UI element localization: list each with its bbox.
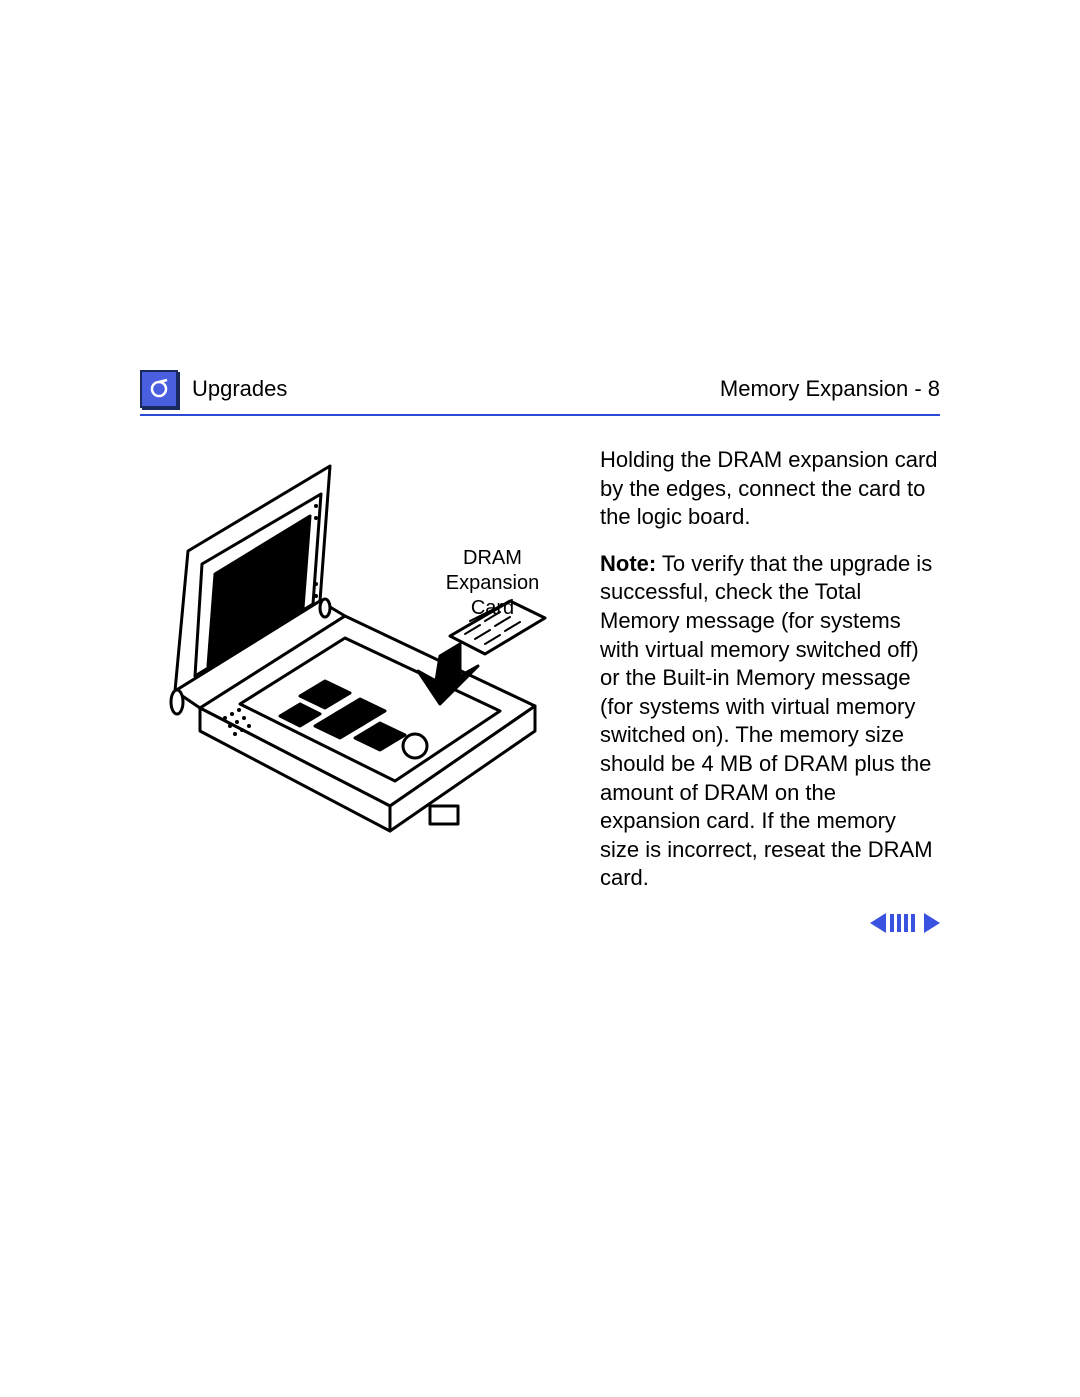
- section-title: Upgrades: [192, 376, 287, 402]
- paragraph-1: Holding the DRAM expansion card by the e…: [600, 446, 940, 532]
- note-text: To verify that the upgrade is successful…: [600, 551, 933, 891]
- nav-arrows-icon: [870, 911, 940, 935]
- laptop-diagram: [140, 446, 560, 866]
- label-line-3: Card: [471, 597, 514, 619]
- text-column: Holding the DRAM expansion card by the e…: [600, 446, 940, 935]
- section-icon: [140, 370, 178, 408]
- diagram-column: DRAM Expansion Card: [140, 446, 600, 871]
- page-title: Memory Expansion - 8: [720, 376, 940, 402]
- note-label: Note:: [600, 551, 656, 576]
- paragraph-note: Note: To verify that the upgrade is succ…: [600, 550, 940, 893]
- document-page: Upgrades Memory Expansion - 8: [0, 0, 1080, 1397]
- label-line-2: Expansion: [446, 572, 539, 594]
- label-line-1: DRAM: [463, 547, 522, 569]
- diagram-label: DRAM Expansion Card: [445, 546, 540, 621]
- page-content: DRAM Expansion Card Holding the DRAM exp…: [140, 446, 940, 935]
- page-nav[interactable]: [600, 911, 940, 935]
- header-left: Upgrades: [140, 370, 287, 408]
- page-header: Upgrades Memory Expansion - 8: [140, 370, 940, 416]
